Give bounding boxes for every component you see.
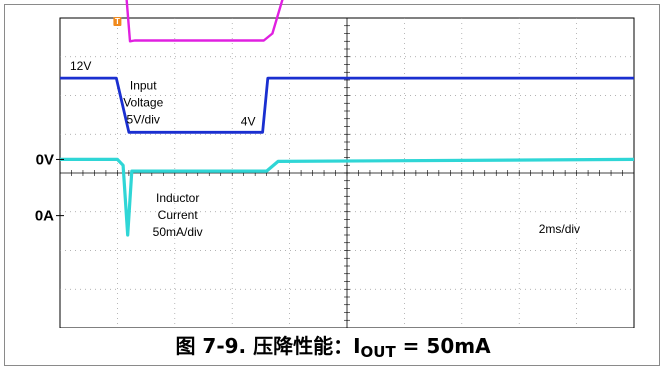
ground-marker-0v: 0V (36, 151, 54, 168)
scope-traces (60, 0, 635, 237)
trigger-marker-icon (113, 17, 122, 26)
trace-output-voltage (125, 0, 284, 43)
scope-grid (59, 17, 635, 328)
trace-inductor-current (60, 157, 635, 237)
annotation-input-high: 12V (70, 59, 91, 73)
channel-label-line: Current (158, 208, 199, 222)
oscilloscope-capture: TOutputVoltage1V/divInputVoltage5V/divIn… (35, 0, 635, 328)
trace-input-voltage (60, 76, 634, 134)
channel-label-line: Inductor (156, 191, 199, 205)
trigger-marker-label: T (115, 17, 120, 26)
channel-label-line: Voltage (123, 96, 163, 110)
figure-caption: 图 7-9. 压降性能：IOUT = 50mA (0, 330, 666, 361)
scope-labels: TOutputVoltage1V/divInputVoltage5V/divIn… (35, 17, 580, 239)
figure-frame (4, 4, 660, 366)
channel-label-line: Input (130, 79, 157, 93)
caption-prefix: 图 7-9. 压降性能：I (175, 334, 361, 358)
time-scale-label: 2ms/div (539, 222, 580, 236)
channel-label-line: 50mA/div (153, 225, 203, 239)
caption-suffix: = 50mA (395, 334, 491, 358)
channel-label-line: 5V/div (127, 113, 160, 127)
caption-subscript: OUT (360, 343, 396, 361)
annotation-input-low: 4V (241, 114, 256, 128)
ground-marker-0a: 0A (35, 208, 54, 225)
